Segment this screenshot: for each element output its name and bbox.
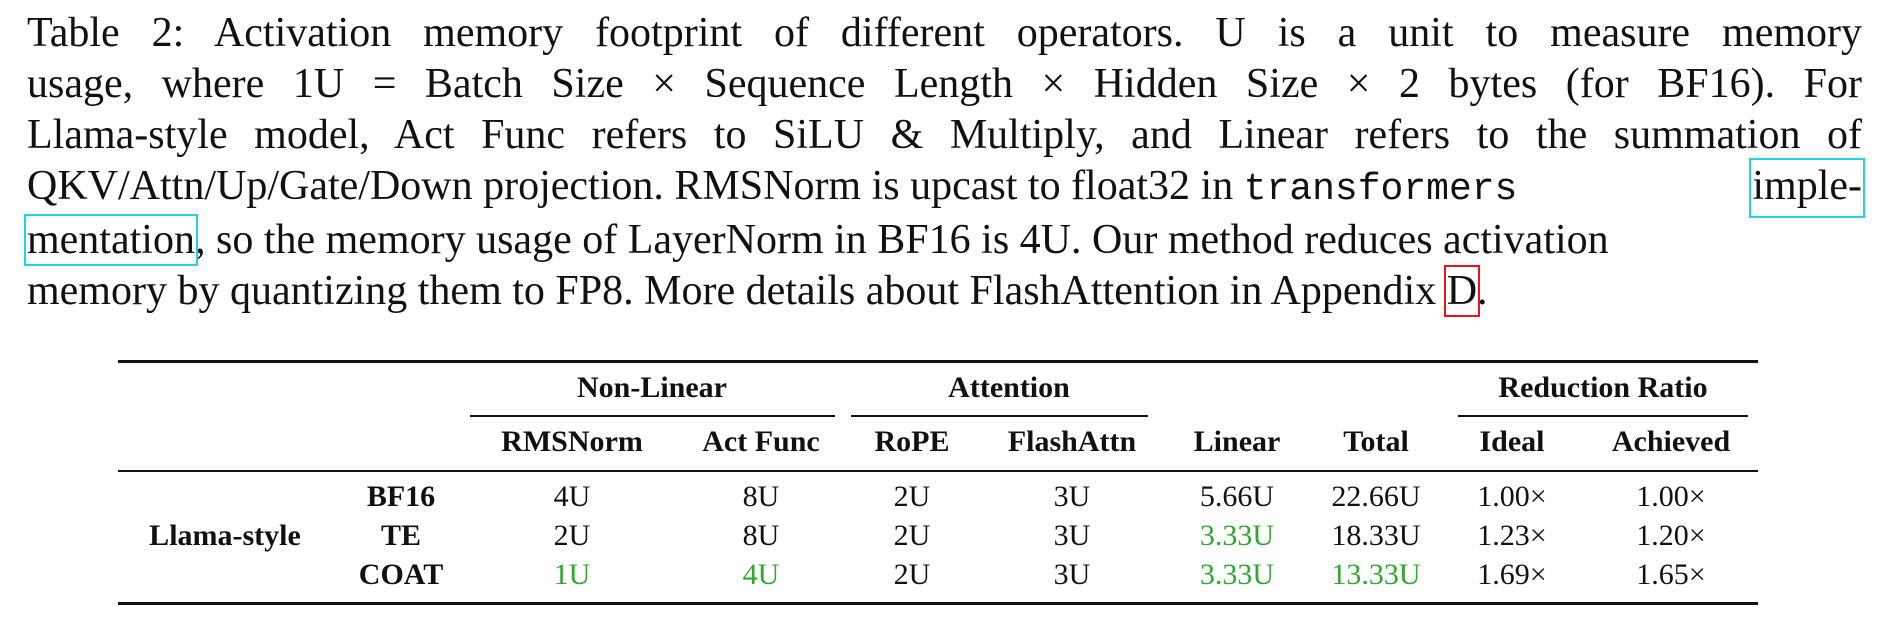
caption-text: , so the memory usage of LayerNorm in BF… bbox=[194, 217, 1609, 263]
row-group-llama-style: Llama-style bbox=[149, 519, 301, 552]
caption-line-2: usage, where 1U = Batch Size × Sequence … bbox=[27, 61, 1862, 107]
cell-te-rope: 2U bbox=[893, 519, 931, 552]
cell-te-flashattn: 3U bbox=[1053, 519, 1091, 552]
cell-bf16-rmsnorm: 4U bbox=[553, 480, 591, 513]
cell-bf16-actfunc: 8U bbox=[742, 480, 780, 513]
implementation-link-cont[interactable]: mentation bbox=[24, 214, 198, 266]
cell-coat-ideal: 1.69× bbox=[1477, 558, 1547, 591]
cell-bf16-flashattn: 3U bbox=[1053, 480, 1091, 513]
table-caption: Table 2: Activation memory footprint of … bbox=[24, 8, 1865, 317]
caption-text: QKV/Attn/Up/Gate/Down projection. RMSNor… bbox=[27, 163, 1244, 209]
cell-coat-flashattn: 3U bbox=[1053, 558, 1091, 591]
caption-line-6: memory by quantizing them to FP8. More d… bbox=[27, 265, 1862, 317]
cell-bf16-linear: 5.66U bbox=[1199, 480, 1275, 513]
bottom-rule bbox=[118, 602, 1758, 605]
implementation-link[interactable]: imple- bbox=[1749, 158, 1865, 218]
col-header-achieved: Achieved bbox=[1611, 425, 1731, 458]
row-method-coat: COAT bbox=[358, 558, 444, 591]
caption-line-1: Table 2: Activation memory footprint of … bbox=[27, 10, 1862, 56]
group-underline-reduction bbox=[1458, 415, 1748, 417]
col-header-rope: RoPE bbox=[874, 425, 950, 458]
code-transformers: transformers bbox=[1243, 168, 1518, 211]
group-header-attention: Attention bbox=[948, 371, 1070, 404]
caption-line-4: QKV/Attn/Up/Gate/Down projection. RMSNor… bbox=[27, 158, 1865, 218]
cell-coat-rmsnorm: 1U bbox=[553, 558, 591, 591]
col-header-actfunc: Act Func bbox=[702, 425, 820, 458]
memory-table: Non-Linear Attention Reduction Ratio RMS… bbox=[118, 360, 1758, 610]
cell-te-total: 18.33U bbox=[1331, 519, 1421, 552]
cell-bf16-ideal: 1.00× bbox=[1477, 480, 1547, 513]
group-underline-attention bbox=[851, 415, 1148, 417]
cell-bf16-achieved: 1.00× bbox=[1636, 480, 1706, 513]
col-header-flashattn: FlashAttn bbox=[1007, 425, 1137, 458]
cell-te-ideal: 1.23× bbox=[1477, 519, 1547, 552]
cell-coat-actfunc: 4U bbox=[742, 558, 780, 591]
col-header-total: Total bbox=[1343, 425, 1409, 458]
cell-bf16-rope: 2U bbox=[893, 480, 931, 513]
header-rule bbox=[118, 470, 1758, 472]
group-underline-nonlinear bbox=[470, 415, 835, 417]
col-header-rmsnorm: RMSNorm bbox=[501, 425, 643, 458]
caption-text: memory by quantizing them to FP8. More d… bbox=[27, 268, 1447, 314]
caption-text: . bbox=[1477, 268, 1488, 314]
col-header-ideal: Ideal bbox=[1479, 425, 1545, 458]
caption-line-3: Llama-style model, Act Func refers to Si… bbox=[27, 112, 1862, 158]
cell-coat-total: 13.33U bbox=[1331, 558, 1421, 591]
row-method-te: TE bbox=[380, 519, 422, 552]
cell-te-actfunc: 8U bbox=[742, 519, 780, 552]
cell-te-linear: 3.33U bbox=[1199, 519, 1275, 552]
cell-coat-rope: 2U bbox=[893, 558, 931, 591]
cell-bf16-total: 22.66U bbox=[1331, 480, 1421, 513]
col-header-linear: Linear bbox=[1193, 425, 1281, 458]
cell-coat-achieved: 1.65× bbox=[1636, 558, 1706, 591]
appendix-ref-link[interactable]: D bbox=[1443, 265, 1481, 317]
group-header-nonlinear: Non-Linear bbox=[577, 371, 727, 404]
group-header-reduction: Reduction Ratio bbox=[1498, 371, 1708, 404]
row-method-bf16: BF16 bbox=[366, 480, 436, 513]
top-rule bbox=[118, 360, 1758, 363]
caption-line-5: mentation, so the memory usage of LayerN… bbox=[24, 214, 1862, 266]
cell-coat-linear: 3.33U bbox=[1199, 558, 1275, 591]
cell-te-rmsnorm: 2U bbox=[553, 519, 591, 552]
cell-te-achieved: 1.20× bbox=[1636, 519, 1706, 552]
